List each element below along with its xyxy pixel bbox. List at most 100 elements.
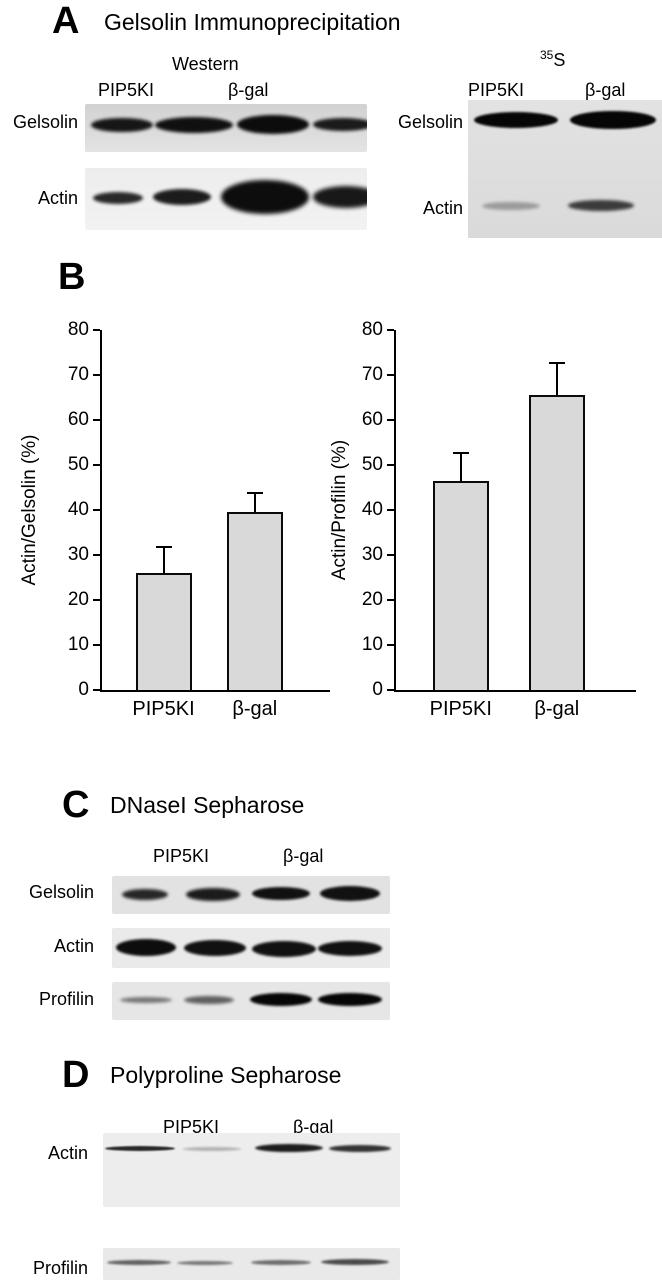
polyproline-column-bgal: β-gal — [293, 1117, 334, 1137]
panel-d-letter: D — [62, 1054, 91, 1096]
error-bar — [548, 361, 565, 396]
y-tick — [93, 509, 100, 511]
x-category-label: PIP5KI — [132, 698, 195, 720]
y-tick — [387, 599, 394, 601]
blot-band — [252, 887, 310, 900]
blot-band — [122, 889, 168, 900]
blot-band — [570, 111, 656, 129]
blot-band — [107, 1260, 171, 1265]
blot-band — [320, 886, 380, 901]
blot-band — [329, 1145, 391, 1152]
blot-band — [313, 186, 367, 208]
s35-actin-label: Actin — [422, 198, 463, 218]
blot-band — [93, 192, 143, 204]
chart-actin-profilin: Actin/Profilin (%) 0 10 20 30 40 50 60 70 80 PIP5… — [312, 318, 652, 738]
blot-band — [255, 1144, 323, 1152]
y-tick-label: 50 — [361, 454, 383, 475]
y-tick-label: 70 — [67, 364, 89, 385]
polyproline-actin-label: Actin — [47, 1143, 88, 1163]
y-axis-label: Actin/Profilin (%) — [329, 439, 350, 581]
blot-band — [568, 200, 634, 211]
panel-b-letter: B — [58, 256, 87, 298]
blot-band — [313, 118, 367, 131]
western-gelsolin-blot — [85, 104, 367, 152]
plot-area: 0 10 20 30 40 50 60 70 80 PIP5KI β-gal — [362, 319, 636, 720]
y-axis — [100, 330, 102, 692]
dnase-column-pip5ki: PIP5KI — [153, 846, 210, 866]
blot-band — [183, 1147, 241, 1151]
y-axis — [394, 330, 396, 692]
bar-PIP5KI — [432, 480, 489, 690]
y-tick — [93, 689, 100, 691]
polyproline-column-pip5ki: PIP5KI — [163, 1117, 220, 1137]
x-axis — [394, 690, 636, 692]
blot-band — [184, 996, 234, 1004]
blot-band — [120, 997, 172, 1003]
polyproline-profilin-label: Profilin — [32, 1258, 88, 1278]
bar-β-gal — [226, 512, 283, 690]
dnase-actin-label: Actin — [53, 936, 94, 956]
x-category-label: PIP5KI — [429, 698, 492, 720]
y-tick-label: 20 — [361, 589, 383, 610]
blot-band — [251, 1260, 311, 1265]
y-tick-label: 40 — [67, 499, 89, 520]
y-tick — [93, 374, 100, 376]
s35-superscript: 35 — [540, 48, 554, 62]
dnase-actin-blot — [112, 928, 390, 968]
y-tick — [93, 329, 100, 331]
blot-band — [474, 112, 558, 128]
dnase-gelsolin-label: Gelsolin — [28, 882, 94, 902]
panel-c-letter: C — [62, 784, 91, 826]
dnase-column-bgal: β-gal — [283, 846, 324, 866]
panel-a-title: Gelsolin Immunoprecipitation — [104, 9, 401, 35]
polyproline-profilin-blot — [103, 1248, 400, 1280]
y-tick — [387, 464, 394, 466]
s35-gelsolin-label: Gelsolin — [397, 112, 463, 132]
y-tick-label: 0 — [372, 679, 383, 700]
y-tick — [387, 689, 394, 691]
x-category-label: β-gal — [232, 698, 278, 720]
blot-band — [177, 1261, 233, 1265]
blot-band — [318, 993, 382, 1006]
y-tick — [93, 644, 100, 646]
y-tick — [93, 419, 100, 421]
y-axis-label: Actin/Gelsolin (%) — [19, 434, 40, 586]
chart-actin-gelsolin: Actin/Gelsolin (%) 0 10 20 30 40 50 60 70 80 PIP5… — [18, 318, 338, 738]
y-tick — [387, 554, 394, 556]
dnase-profilin-label: Profilin — [38, 989, 94, 1009]
panel-a-letter: A — [52, 0, 81, 42]
y-tick-label: 30 — [67, 544, 89, 565]
blot-band — [186, 888, 240, 901]
blot-band — [105, 1146, 175, 1151]
x-category-label: β-gal — [534, 698, 580, 720]
y-tick-label: 30 — [361, 544, 383, 565]
y-tick-label: 20 — [67, 589, 89, 610]
blot-band — [184, 940, 246, 956]
panel-d-title: Polyproline Sepharose — [110, 1062, 342, 1088]
blot-band — [221, 180, 309, 214]
y-tick-label: 80 — [361, 319, 383, 340]
s35-column-pip5ki: PIP5KI — [468, 80, 525, 100]
y-tick — [387, 644, 394, 646]
blot-band — [155, 117, 233, 133]
panel-c-title: DNaseI Sepharose — [110, 792, 305, 818]
blot-band — [91, 118, 153, 132]
y-tick — [93, 464, 100, 466]
blot-band — [250, 993, 312, 1006]
s35-actin-blot — [468, 186, 662, 236]
y-tick — [387, 374, 394, 376]
y-tick-label: 60 — [361, 409, 383, 430]
blot-band — [252, 941, 316, 957]
s35-gelsolin-blot — [468, 100, 662, 160]
y-tick — [387, 509, 394, 511]
dnase-profilin-blot — [112, 982, 390, 1020]
bar-PIP5KI — [135, 573, 192, 690]
y-tick — [93, 554, 100, 556]
bar-β-gal — [528, 395, 585, 690]
western-group-title: Western — [172, 54, 239, 74]
polyproline-actin-blot — [103, 1133, 400, 1207]
blot-band — [482, 202, 540, 210]
y-tick-label: 60 — [67, 409, 89, 430]
blot-band — [318, 941, 382, 956]
